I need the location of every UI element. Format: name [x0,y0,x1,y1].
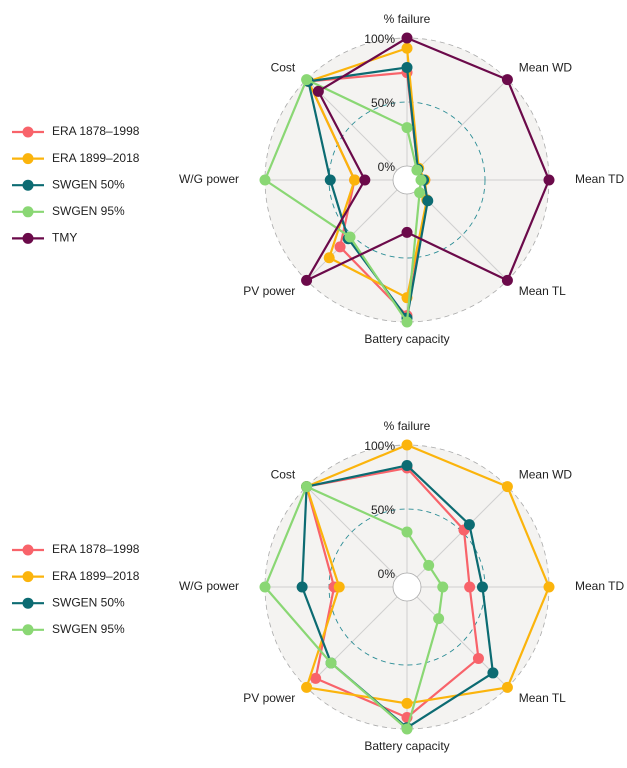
series-point [501,274,513,286]
axis-label: Battery capacity [364,332,449,346]
legend-marker [22,206,34,218]
series-point [401,42,413,54]
legend-label: ERA 1878–1998 [52,542,140,556]
r-tick-label: 0% [378,160,396,174]
legend-label: ERA 1899–2018 [52,151,140,165]
series-point [301,74,313,86]
series-point [312,85,324,97]
series-point [324,174,336,186]
series-point [310,672,322,684]
series-point [423,559,435,571]
axis-label: W/G power [179,579,239,593]
axis-spoke [416,189,508,281]
legend-label: TMY [52,231,77,245]
series-point [472,652,484,664]
axis-label: Cost [271,60,296,74]
series-point [349,174,361,186]
r-tick-label: 100% [364,32,395,46]
legend-label: ERA 1899–2018 [52,569,140,583]
legend-marker [22,153,34,165]
axis-label: Mean TL [519,691,566,705]
legend-label: SWGEN 50% [52,595,125,609]
series-point [476,581,488,593]
series-point [301,274,313,286]
radar-chart: 0% 50% 100% % failure Mean WD Mean TD Mean TL B… [12,12,624,346]
series-point [501,481,513,493]
axis-label: Mean WD [519,60,573,74]
series-point [433,613,445,625]
series-point [325,657,337,669]
axis-label: Cost [271,467,296,481]
series-point [463,519,475,531]
series-point [359,174,371,186]
series-point [259,174,271,186]
axis-spoke [416,79,508,171]
r-tick-label: 0% [378,567,396,581]
r-tick-label: 100% [364,439,395,453]
axis-label: Battery capacity [364,739,449,753]
legend-label: SWGEN 95% [52,204,125,218]
series-point [296,581,308,593]
series-point [464,581,476,593]
series-point [401,61,413,73]
series-point [543,581,555,593]
series-point [501,681,513,693]
axis-label: PV power [243,691,295,705]
legend-label: ERA 1878–1998 [52,124,140,138]
legend-label: SWGEN 95% [52,622,125,636]
series-point [422,195,434,207]
series-point [323,252,335,264]
series-point [401,526,413,538]
axis-label: PV power [243,284,295,298]
series-point [334,241,346,253]
legend-marker [22,179,34,191]
series-point [501,74,513,86]
series-point [414,187,426,199]
series-point [401,439,413,451]
legend-marker [22,597,34,609]
axis-label: % failure [384,419,431,433]
series-point [344,231,356,243]
series-point [401,697,413,709]
axis-label: Mean TD [575,172,624,186]
series-point [301,681,313,693]
legend-label: SWGEN 50% [52,177,125,191]
legend-marker [22,544,34,556]
series-point [401,122,413,134]
axis-spoke [306,486,398,578]
series-point [301,481,313,493]
axis-label: Mean TL [519,284,566,298]
series-point [437,581,449,593]
legend-marker [22,571,34,583]
series-point [411,164,423,176]
r-tick-label: 50% [371,503,395,517]
legend-marker [22,232,34,244]
series-point [401,316,413,328]
radar-chart: 0% 50% 100% % failure Mean WD Mean TD Mean TL B… [12,419,624,753]
axis-label: Mean TD [575,579,624,593]
series-point [401,723,413,735]
series-point [333,581,345,593]
legend-marker [22,126,34,138]
series-point [259,581,271,593]
series-point [401,32,413,44]
series-point [401,459,413,471]
axis-label: % failure [384,12,431,26]
series-point [415,174,427,186]
legend-marker [22,624,34,636]
r-tick-label: 50% [371,96,395,110]
series-point [401,226,413,238]
series-point [543,174,555,186]
grid-circle [392,572,422,602]
axis-label: W/G power [179,172,239,186]
axis-label: Mean WD [519,467,573,481]
series-point [487,667,499,679]
